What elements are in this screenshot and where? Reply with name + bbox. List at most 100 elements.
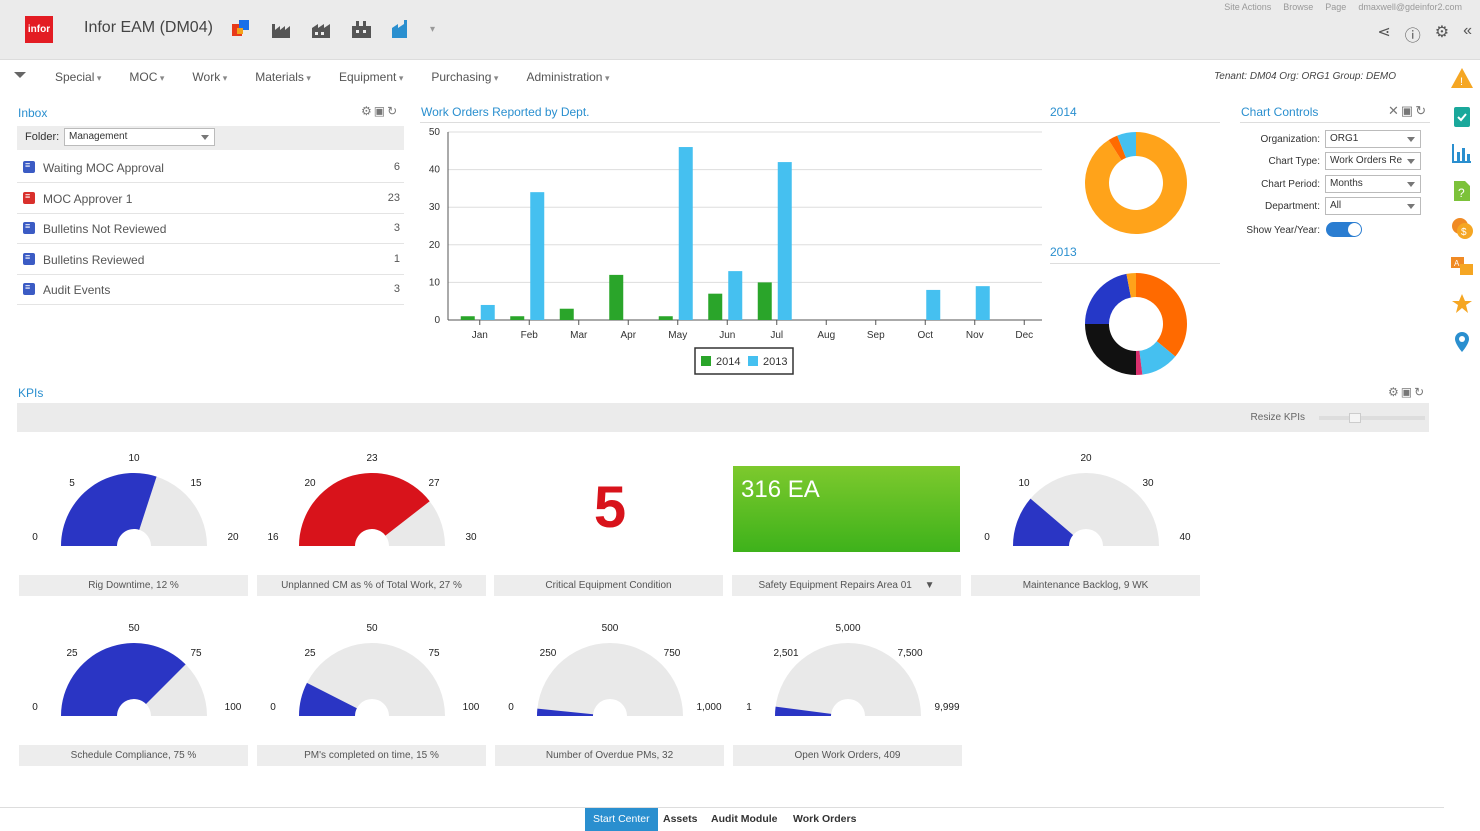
close-icon[interactable]: ✕ <box>1388 103 1401 118</box>
tab-audit-module[interactable]: Audit Module <box>711 813 778 825</box>
browse-link[interactable]: Browse <box>1283 2 1314 12</box>
gear-icon[interactable]: ⚙ <box>1434 24 1450 41</box>
bar-2013[interactable] <box>728 271 743 320</box>
plant-icon[interactable] <box>350 18 376 42</box>
chart-type-select[interactable]: Work Orders Re <box>1325 152 1421 170</box>
inbox-item[interactable]: Bulletins Reviewed 1 <box>17 244 404 275</box>
bar-2013[interactable] <box>777 162 792 320</box>
bar-2014[interactable] <box>609 274 624 320</box>
pie-chart-2013 <box>1085 273 1187 375</box>
collapse-icon[interactable]: « <box>1463 22 1472 39</box>
nav-purchasing[interactable]: Purchasing <box>431 70 498 84</box>
save-icon[interactable]: ▣ <box>1400 103 1416 118</box>
star-icon[interactable] <box>1450 292 1474 316</box>
svg-text:!: ! <box>1460 76 1463 88</box>
refresh-icon[interactable]: ↻ <box>387 104 400 118</box>
nav-special[interactable]: Special <box>55 70 101 84</box>
save-icon[interactable]: ▣ <box>1400 385 1415 399</box>
kpi-caption: Maintenance Backlog, 9 WK <box>971 575 1200 596</box>
bar-chart-title: Work Orders Reported by Dept. <box>421 105 590 119</box>
refresh-icon[interactable]: ↻ <box>1414 385 1427 399</box>
menu-toggle-icon[interactable] <box>14 72 26 78</box>
bar-2013[interactable] <box>530 192 545 320</box>
chart-period-select[interactable]: Months <box>1325 175 1421 193</box>
gauge-dial <box>537 643 683 716</box>
blue-plant-icon[interactable] <box>390 18 416 42</box>
site-actions-link[interactable]: Site Actions <box>1224 2 1272 12</box>
department-select[interactable]: All <box>1325 197 1421 215</box>
bar-2014[interactable] <box>460 316 475 320</box>
colorful-blocks-icon[interactable] <box>230 18 256 42</box>
y-tick-label: 10 <box>429 277 441 288</box>
bar-2013[interactable] <box>678 147 693 320</box>
tab-work-orders[interactable]: Work Orders <box>793 813 857 825</box>
pie-slice[interactable] <box>1136 273 1187 357</box>
nav-equipment[interactable]: Equipment <box>339 70 403 84</box>
yoy-toggle[interactable] <box>1326 222 1362 237</box>
bar-2013[interactable] <box>975 286 990 320</box>
checklist-icon[interactable] <box>1450 104 1474 128</box>
safety-repairs-tile[interactable]: 316 EA <box>733 466 960 552</box>
factory-alt-icon[interactable] <box>310 18 336 42</box>
gauge-track <box>775 643 921 716</box>
inbox-item[interactable]: MOC Approver 1 23 <box>17 183 404 214</box>
bar-2014[interactable] <box>559 308 574 320</box>
inbox-item[interactable]: Waiting MOC Approval 6 <box>17 152 404 183</box>
inbox-item[interactable]: Audit Events 3 <box>17 274 404 306</box>
x-tick-label: Feb <box>521 330 539 341</box>
gauge-tick-label: 7,500 <box>897 648 923 659</box>
bar-2013[interactable] <box>926 289 941 320</box>
gauge-tick-label: 100 <box>462 702 480 713</box>
inbox-item[interactable]: Bulletins Not Reviewed 3 <box>17 213 404 245</box>
pie-slice[interactable] <box>1117 132 1136 158</box>
resize-kpis-label: Resize KPIs <box>1250 412 1305 423</box>
translate-icon[interactable]: A <box>1450 254 1474 278</box>
bar-2014[interactable] <box>708 293 723 320</box>
bar-2014[interactable] <box>757 282 772 320</box>
settings-icon[interactable]: ⚙ <box>1388 385 1401 399</box>
pie-slice[interactable] <box>1126 273 1136 298</box>
nav-work[interactable]: Work <box>192 70 227 84</box>
infor-logo[interactable]: infor <box>25 16 53 43</box>
bar-2014[interactable] <box>510 316 525 320</box>
warning-icon[interactable]: ! <box>1450 66 1474 90</box>
gauge-tick-label: 250 <box>539 648 557 659</box>
bar-chart-icon[interactable] <box>1450 141 1474 165</box>
organization-input[interactable]: ORG1 <box>1325 130 1421 148</box>
folder-select[interactable]: Management <box>64 128 215 146</box>
nav-moc[interactable]: MOC <box>129 70 164 84</box>
pie-slice[interactable] <box>1085 132 1187 234</box>
tab-start-center[interactable]: Start Center <box>585 808 658 831</box>
nav-materials[interactable]: Materials <box>255 70 311 84</box>
page-link[interactable]: Page <box>1325 2 1347 12</box>
share-icon[interactable]: ⋖ <box>1377 24 1391 41</box>
pie-slice[interactable] <box>1085 273 1131 324</box>
x-tick-label: Oct <box>917 330 933 341</box>
resize-kpis-slider[interactable] <box>1319 413 1425 423</box>
chevron-down-icon[interactable]: ▼ <box>924 580 935 591</box>
settings-icon[interactable]: ⚙ <box>361 104 374 118</box>
money-icon[interactable]: $ <box>1450 216 1474 240</box>
user-email[interactable]: dmaxwell@gdeinfor2.com <box>1358 2 1462 12</box>
x-tick-label: Jul <box>770 330 783 341</box>
save-icon[interactable]: ▣ <box>373 104 388 118</box>
location-pin-icon[interactable] <box>1450 330 1474 354</box>
pie-slice[interactable] <box>1108 135 1127 161</box>
info-icon[interactable]: ⓘ <box>1404 28 1421 45</box>
gauge-fill <box>299 473 430 546</box>
bar-2013[interactable] <box>480 304 495 320</box>
refresh-icon[interactable]: ↻ <box>1415 103 1429 118</box>
help-doc-icon[interactable]: ? <box>1450 179 1474 203</box>
y-tick-label: 20 <box>429 240 441 251</box>
pie-slice[interactable] <box>1139 341 1176 375</box>
pie-2014-title: 2014 <box>1050 105 1077 119</box>
pie-slice[interactable] <box>1136 350 1143 375</box>
more-chevron-icon[interactable]: ▾ <box>430 24 436 35</box>
nav-administration[interactable]: Administration <box>526 70 609 84</box>
bar-2014[interactable] <box>658 316 673 320</box>
gauge-tick-label: 5 <box>69 478 75 489</box>
pie-slice[interactable] <box>1085 324 1136 375</box>
tab-assets[interactable]: Assets <box>663 813 698 825</box>
critical-equipment-value: 5 <box>593 475 627 540</box>
factory-icon[interactable] <box>270 18 296 42</box>
